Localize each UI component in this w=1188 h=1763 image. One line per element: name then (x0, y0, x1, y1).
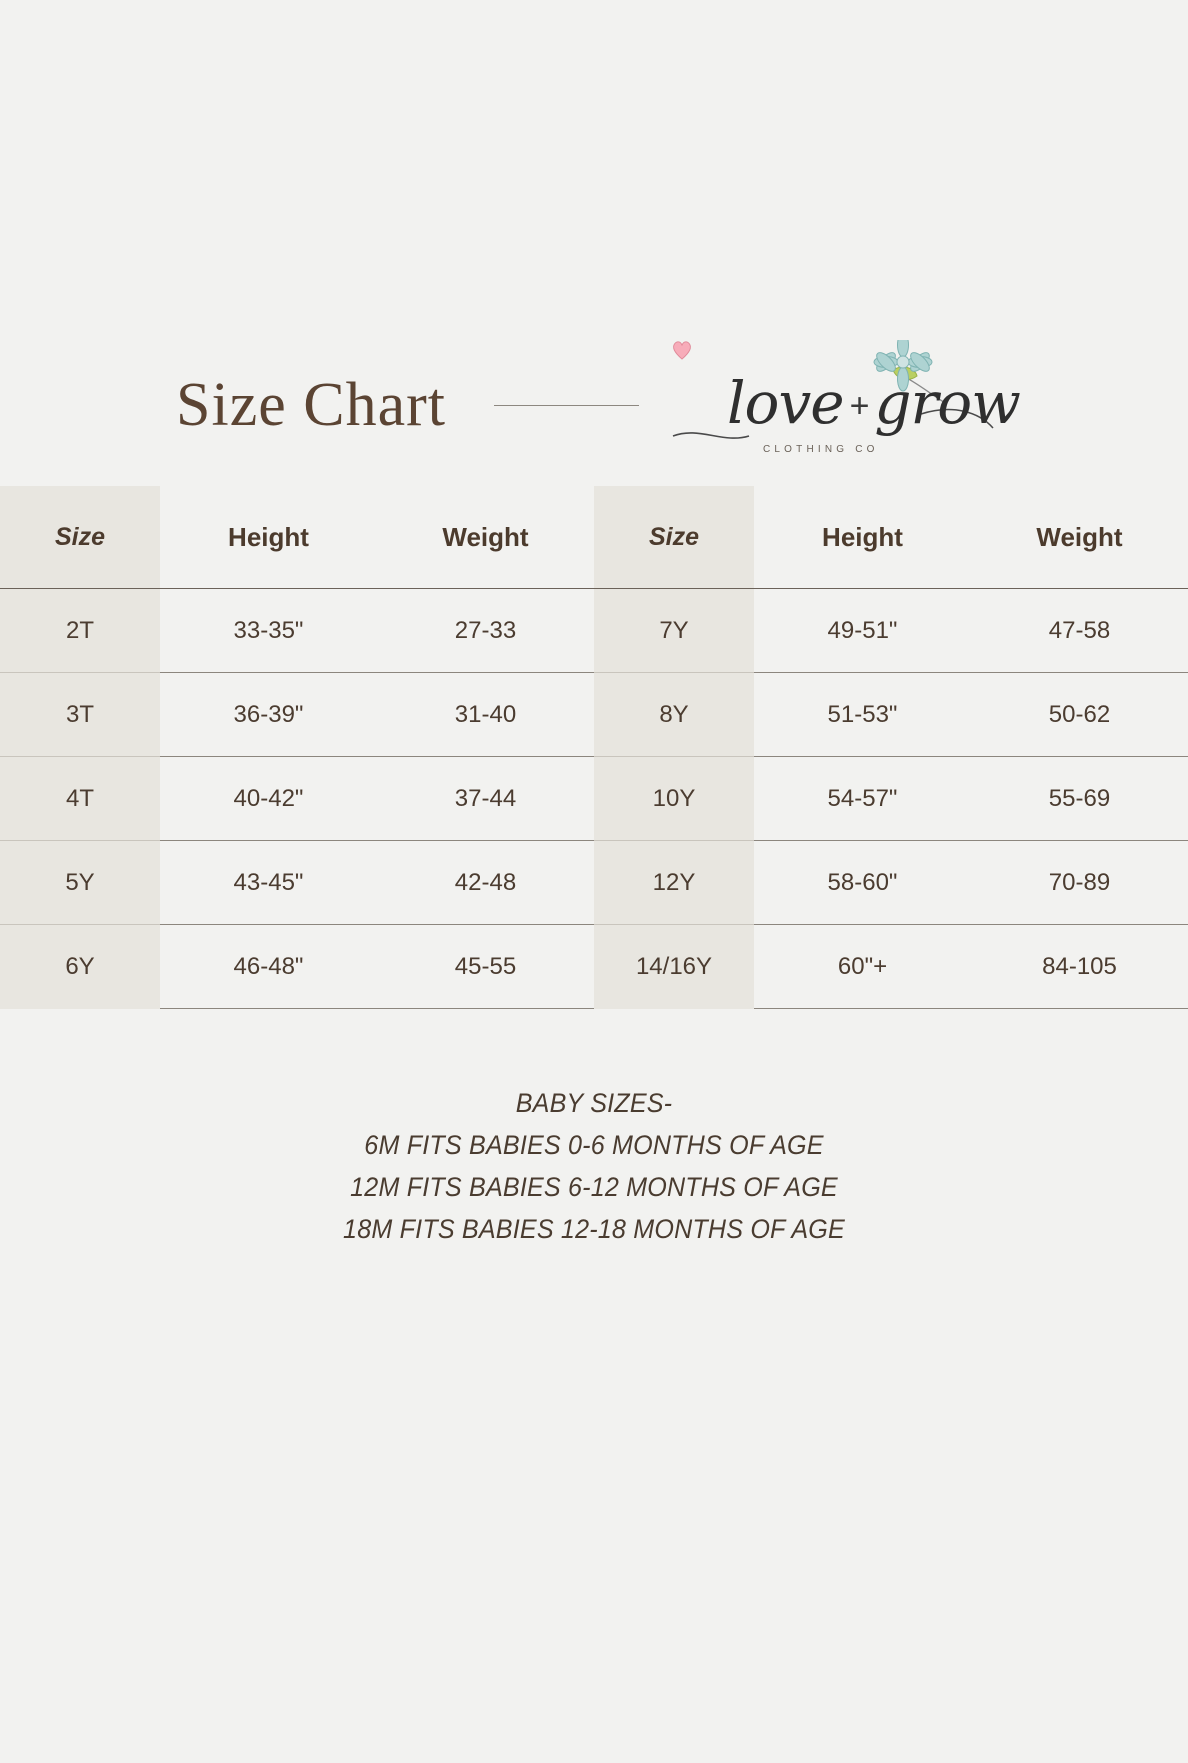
page-title: Size Chart (176, 371, 446, 439)
cell-weight: 42-48 (377, 840, 594, 925)
column-header-height: Height (754, 486, 971, 589)
baby-sizes-line-1: BABY SIZES- (515, 1088, 673, 1118)
column-header-weight: Weight (377, 486, 594, 589)
cell-height: 40-42" (160, 756, 377, 841)
flower-icon (873, 340, 933, 392)
cell-height: 58-60" (754, 840, 971, 925)
cell-size: 7Y (594, 588, 754, 673)
size-table-right: Size Height Weight 7Y 49-51" 47-58 8Y 51… (594, 486, 1188, 1009)
column-header-size: Size (594, 486, 754, 589)
column-header-size: Size (0, 486, 160, 589)
cell-size: 14/16Y (594, 924, 754, 1009)
cell-weight: 70-89 (971, 840, 1188, 925)
cell-height: 36-39" (160, 672, 377, 757)
cell-size: 8Y (594, 672, 754, 757)
column-header-height: Height (160, 486, 377, 589)
cell-size: 6Y (0, 924, 160, 1009)
logo-word-grow: grow (874, 369, 1020, 437)
size-table-left: Size Height Weight 2T 33-35" 27-33 3T 36… (0, 486, 594, 1009)
logo-decoration-svg (672, 340, 994, 439)
baby-sizes-line-3: 12M FITS BABIES 6-12 MONTHS OF AGE (350, 1172, 838, 1202)
cell-weight: 47-58 (971, 588, 1188, 673)
logo-word-love: love (727, 369, 845, 437)
cell-height: 60"+ (754, 924, 971, 1009)
logo-subtitle: CLOTHING CO (763, 444, 879, 455)
cell-weight: 55-69 (971, 756, 1188, 841)
table-row: 2T 33-35" 27-33 (0, 588, 594, 673)
table-header-row: Size Height Weight (594, 486, 1188, 589)
table-row: 10Y 54-57" 55-69 (594, 756, 1188, 841)
heart-icon (673, 341, 691, 360)
baby-sizes-line-2: 6M FITS BABIES 0-6 MONTHS OF AGE (364, 1130, 824, 1160)
cell-weight: 37-44 (377, 756, 594, 841)
cell-size: 5Y (0, 840, 160, 925)
baby-sizes-line-4: 18M FITS BABIES 12-18 MONTHS OF AGE (343, 1214, 845, 1244)
cell-height: 43-45" (160, 840, 377, 925)
cell-weight: 50-62 (971, 672, 1188, 757)
cell-size: 12Y (594, 840, 754, 925)
table-row: 4T 40-42" 37-44 (0, 756, 594, 841)
cell-size: 2T (0, 588, 160, 673)
cell-weight: 27-33 (377, 588, 594, 673)
cell-size: 10Y (594, 756, 754, 841)
cell-weight: 45-55 (377, 924, 594, 1009)
cell-height: 49-51" (754, 588, 971, 673)
chart-header: Size Chart (0, 340, 1188, 470)
brand-logo: love + grow CLOTHING CO (671, 340, 1021, 470)
cell-height: 51-53" (754, 672, 971, 757)
table-header-row: Size Height Weight (0, 486, 594, 589)
table-row: 5Y 43-45" 42-48 (0, 840, 594, 925)
table-row: 14/16Y 60"+ 84-105 (594, 924, 1188, 1009)
size-tables: Size Height Weight 2T 33-35" 27-33 3T 36… (0, 486, 1188, 1009)
cell-height: 54-57" (754, 756, 971, 841)
table-row: 12Y 58-60" 70-89 (594, 840, 1188, 925)
logo-plus-sign: + (849, 387, 870, 425)
cell-height: 33-35" (160, 588, 377, 673)
logo-wordmark: love + grow (727, 374, 1021, 432)
cell-size: 4T (0, 756, 160, 841)
cell-height: 46-48" (160, 924, 377, 1009)
header-divider-line (494, 404, 639, 406)
cell-weight: 31-40 (377, 672, 594, 757)
table-row: 7Y 49-51" 47-58 (594, 588, 1188, 673)
column-header-weight: Weight (971, 486, 1188, 589)
cell-weight: 84-105 (971, 924, 1188, 1009)
baby-sizes-note: BABY SIZES- 6M FITS BABIES 0-6 MONTHS OF… (0, 1082, 1188, 1250)
table-row: 6Y 46-48" 45-55 (0, 924, 594, 1009)
table-row: 3T 36-39" 31-40 (0, 672, 594, 757)
cell-size: 3T (0, 672, 160, 757)
table-row: 8Y 51-53" 50-62 (594, 672, 1188, 757)
